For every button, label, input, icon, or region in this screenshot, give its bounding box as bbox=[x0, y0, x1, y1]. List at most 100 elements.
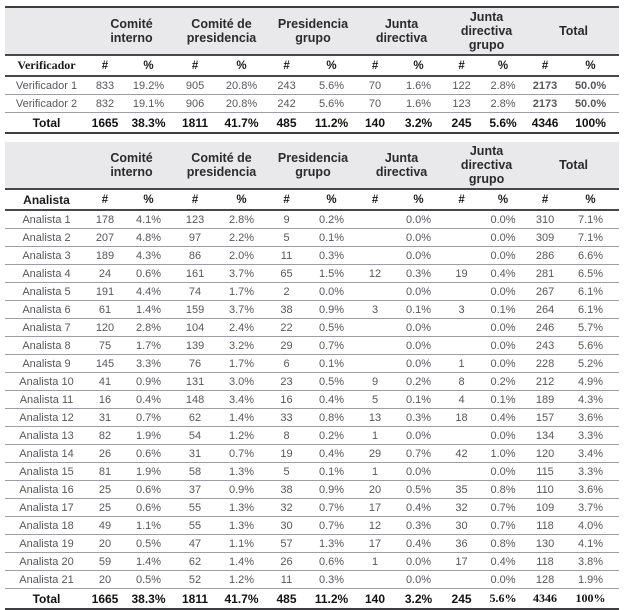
value-cell: 0.0% bbox=[392, 246, 446, 265]
value-cell: 1.0% bbox=[478, 444, 529, 463]
value-cell: 0.1% bbox=[305, 354, 359, 373]
value-cell: 49 bbox=[88, 516, 122, 535]
group-header-comite-de-presidencia: Comité de presidencia bbox=[175, 142, 269, 189]
value-cell: 0.4% bbox=[478, 408, 529, 427]
row-label: Analista 12 bbox=[5, 408, 88, 427]
value-cell: 18 bbox=[445, 408, 479, 427]
value-cell: 1.2% bbox=[215, 426, 269, 445]
value-cell: 0.0% bbox=[392, 354, 446, 373]
value-cell: 161 bbox=[175, 264, 216, 283]
value-cell: 0.2% bbox=[305, 210, 359, 229]
value-cell: 17 bbox=[445, 552, 479, 571]
value-cell: 0.3% bbox=[392, 516, 446, 535]
value-cell: 22 bbox=[268, 318, 306, 337]
value-cell: 0.0% bbox=[392, 210, 446, 229]
value-cell: 6.6% bbox=[562, 246, 620, 265]
value-cell: 0.0% bbox=[478, 570, 529, 589]
value-cell: 3 bbox=[445, 300, 479, 319]
value-cell: 47 bbox=[175, 534, 216, 553]
value-cell: 1.1% bbox=[122, 516, 176, 535]
value-cell: 35 bbox=[445, 480, 479, 499]
subheader-number-junta-directiva: # bbox=[358, 54, 393, 77]
total-value-cell: 1665 bbox=[88, 112, 122, 134]
value-cell: 0.0% bbox=[478, 246, 529, 265]
subheader-number-total: # bbox=[528, 188, 563, 211]
value-cell bbox=[445, 462, 479, 481]
value-cell: 123 bbox=[175, 210, 216, 229]
group-header-total: Total bbox=[528, 6, 620, 55]
total-value-cell: 1811 bbox=[175, 112, 216, 134]
value-cell: 0.1% bbox=[305, 228, 359, 247]
value-cell: 1.4% bbox=[215, 552, 269, 571]
value-cell: 0.4% bbox=[305, 444, 359, 463]
value-cell: 24 bbox=[88, 264, 122, 283]
verificador-table: Comité interno Comité de presidencia Presi… bbox=[5, 6, 620, 134]
value-cell: 189 bbox=[88, 246, 122, 265]
value-cell: 42 bbox=[445, 444, 479, 463]
table-row: Analista 9 145 3.3% 76 1.7% 6 0.1% 0.0% 1 0.0% 228… bbox=[5, 354, 620, 373]
row-label: Analista 9 bbox=[5, 354, 88, 373]
value-cell: 52 bbox=[175, 570, 216, 589]
row-label: Analista 13 bbox=[5, 426, 88, 445]
table-row: Analista 2 207 4.8% 97 2.2% 5 0.1% 0.0% 0.0% 309 7… bbox=[5, 228, 620, 247]
value-cell: 16 bbox=[88, 390, 122, 409]
value-cell: 61 bbox=[88, 300, 122, 319]
corner-cell bbox=[5, 142, 88, 189]
value-cell: 0.6% bbox=[122, 498, 176, 517]
value-cell: 0.6% bbox=[122, 264, 176, 283]
row-label: Verificador 1 bbox=[5, 76, 88, 95]
table-row: Analista 11 16 0.4% 148 3.4% 16 0.4% 5 0.1% 4 0.1%… bbox=[5, 390, 620, 409]
total-value-cell: 485 bbox=[268, 112, 306, 134]
value-cell: 70 bbox=[358, 76, 393, 95]
value-cell: 0.8% bbox=[478, 534, 529, 553]
value-cell: 128 bbox=[528, 570, 563, 589]
value-cell: 0.0% bbox=[478, 462, 529, 481]
value-cell: 3.3% bbox=[122, 354, 176, 373]
value-cell: 0.7% bbox=[215, 444, 269, 463]
value-cell: 0.5% bbox=[122, 534, 176, 553]
value-cell: 178 bbox=[88, 210, 122, 229]
group-header-junta-directiva: Junta directiva bbox=[358, 6, 446, 55]
value-cell: 4.3% bbox=[562, 390, 620, 409]
value-cell: 50.0% bbox=[562, 76, 620, 95]
value-cell: 8 bbox=[445, 372, 479, 391]
value-cell: 310 bbox=[528, 210, 563, 229]
value-cell: 3.2% bbox=[215, 336, 269, 355]
value-cell: 0.4% bbox=[392, 534, 446, 553]
value-cell: 65 bbox=[268, 264, 306, 283]
value-cell: 0.9% bbox=[122, 372, 176, 391]
table-row: Analista 13 82 1.9% 54 1.2% 8 0.2% 1 0.0% 0.0% 134… bbox=[5, 426, 620, 445]
subheader-number-junta-directiva-grupo: # bbox=[445, 188, 479, 211]
total-value-cell: 245 bbox=[445, 588, 479, 610]
value-cell: 0.3% bbox=[392, 408, 446, 427]
value-cell bbox=[445, 318, 479, 337]
value-cell: 13 bbox=[358, 408, 393, 427]
value-cell: 20 bbox=[358, 480, 393, 499]
total-value-cell: 4346 bbox=[528, 112, 563, 134]
total-value-cell: 485 bbox=[268, 588, 306, 610]
value-cell: 0.0% bbox=[478, 228, 529, 247]
value-cell: 3.4% bbox=[562, 444, 620, 463]
table-row: Analista 15 81 1.9% 58 1.3% 5 0.1% 1 0.0% 0.0% 115… bbox=[5, 462, 620, 481]
value-cell: 7.1% bbox=[562, 210, 620, 229]
value-cell: 12 bbox=[358, 516, 393, 535]
value-cell: 0.7% bbox=[478, 498, 529, 517]
value-cell: 75 bbox=[88, 336, 122, 355]
value-cell: 74 bbox=[175, 282, 216, 301]
table-row: Analista 7 120 2.8% 104 2.4% 22 0.5% 0.0% 0.0% 24… bbox=[5, 318, 620, 337]
value-cell: 0.4% bbox=[392, 498, 446, 517]
value-cell: 6.1% bbox=[562, 300, 620, 319]
value-cell: 16 bbox=[268, 390, 306, 409]
row-label-header: Analista bbox=[5, 188, 88, 211]
value-cell: 1.2% bbox=[215, 570, 269, 589]
value-cell: 3.3% bbox=[562, 462, 620, 481]
total-value-cell: 5.6% bbox=[478, 112, 529, 134]
group-header-junta-directiva: Junta directiva bbox=[358, 142, 446, 189]
value-cell: 6.1% bbox=[562, 282, 620, 301]
value-cell: 281 bbox=[528, 264, 563, 283]
value-cell: 11 bbox=[268, 570, 306, 589]
value-cell: 191 bbox=[88, 282, 122, 301]
value-cell: 0.0% bbox=[392, 552, 446, 571]
value-cell: 0.0% bbox=[478, 426, 529, 445]
value-cell: 3.7% bbox=[562, 498, 620, 517]
